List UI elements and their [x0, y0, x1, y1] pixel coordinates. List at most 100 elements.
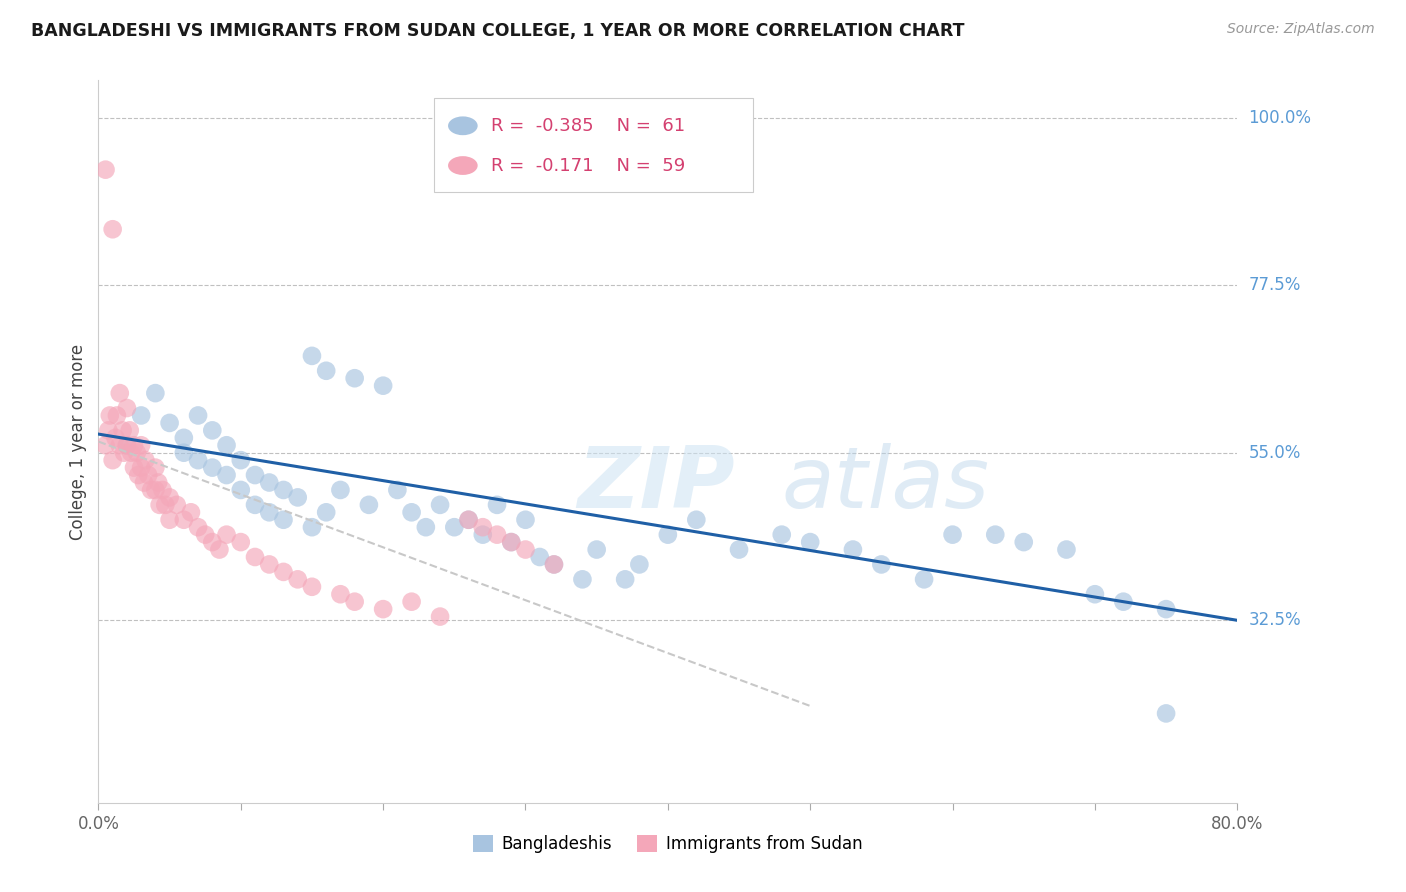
Point [145, 460, 167, 475]
Point [471, 520, 494, 534]
Point [105, 409, 128, 423]
Point [187, 453, 209, 467]
Text: ZIP: ZIP [576, 443, 734, 526]
Point [98, 409, 121, 423]
Point [429, 609, 451, 624]
Legend: Bangladeshis, Immigrants from Sudan: Bangladeshis, Immigrants from Sudan [467, 828, 869, 860]
Point [984, 527, 1007, 541]
Point [301, 580, 323, 594]
Point [1056, 542, 1078, 557]
Point [501, 535, 523, 549]
Point [343, 595, 366, 609]
Point [201, 460, 224, 475]
Point [155, 498, 177, 512]
Point [118, 423, 141, 437]
Point [173, 513, 195, 527]
Point [201, 535, 224, 549]
Point [457, 513, 479, 527]
Point [187, 520, 209, 534]
Point [486, 498, 509, 512]
Point [215, 527, 238, 541]
Point [194, 527, 217, 541]
Point [108, 438, 131, 452]
Point [401, 505, 423, 519]
Point [585, 542, 607, 557]
Point [443, 520, 465, 534]
Text: atlas: atlas [782, 443, 990, 526]
Point [357, 498, 380, 512]
Y-axis label: College, 1 year or more: College, 1 year or more [69, 343, 87, 540]
Point [259, 558, 281, 572]
Point [145, 386, 167, 401]
Point [387, 483, 409, 497]
Point [273, 513, 295, 527]
Point [486, 527, 509, 541]
Point [108, 386, 131, 401]
Point [1154, 602, 1177, 616]
Point [301, 349, 323, 363]
Point [273, 565, 295, 579]
Point [149, 498, 172, 512]
Point [1154, 706, 1177, 721]
Point [152, 483, 174, 497]
Point [799, 535, 821, 549]
Point [870, 558, 893, 572]
Text: 100.0%: 100.0% [1249, 109, 1312, 127]
Text: Source: ZipAtlas.com: Source: ZipAtlas.com [1227, 22, 1375, 37]
Point [343, 371, 366, 385]
Point [415, 520, 437, 534]
Point [529, 549, 551, 564]
Point [842, 542, 865, 557]
Point [287, 572, 309, 586]
Point [315, 505, 337, 519]
Point [543, 558, 565, 572]
Point [373, 378, 395, 392]
Point [166, 498, 188, 512]
Point [429, 498, 451, 512]
Point [229, 535, 252, 549]
Point [115, 438, 138, 452]
Text: 77.5%: 77.5% [1249, 277, 1301, 294]
Point [287, 491, 309, 505]
Point [685, 513, 707, 527]
Point [159, 513, 181, 527]
Point [159, 416, 181, 430]
FancyBboxPatch shape [434, 98, 754, 193]
Point [115, 401, 138, 415]
Point [243, 468, 266, 483]
Point [125, 446, 148, 460]
Point [259, 505, 281, 519]
Point [912, 572, 935, 586]
Point [148, 475, 170, 490]
Point [173, 446, 195, 460]
Point [770, 527, 793, 541]
Text: R =  -0.385    N =  61: R = -0.385 N = 61 [491, 117, 686, 135]
Point [571, 572, 593, 586]
Point [122, 460, 145, 475]
Point [229, 483, 252, 497]
Point [728, 542, 751, 557]
Point [115, 438, 138, 452]
Point [1012, 535, 1035, 549]
Point [1084, 587, 1107, 601]
Point [132, 475, 155, 490]
Circle shape [449, 116, 478, 136]
Point [273, 483, 295, 497]
Point [129, 460, 152, 475]
Point [942, 527, 965, 541]
Point [243, 498, 266, 512]
Point [329, 587, 352, 601]
Point [111, 423, 134, 437]
Point [136, 468, 159, 483]
Text: 55.0%: 55.0% [1249, 443, 1301, 462]
Point [129, 409, 152, 423]
Point [134, 453, 156, 467]
Point [243, 549, 266, 564]
Point [104, 431, 127, 445]
Point [112, 446, 135, 460]
Point [457, 513, 479, 527]
Point [122, 438, 145, 452]
Point [145, 483, 167, 497]
Point [201, 423, 224, 437]
Text: 32.5%: 32.5% [1249, 611, 1301, 630]
